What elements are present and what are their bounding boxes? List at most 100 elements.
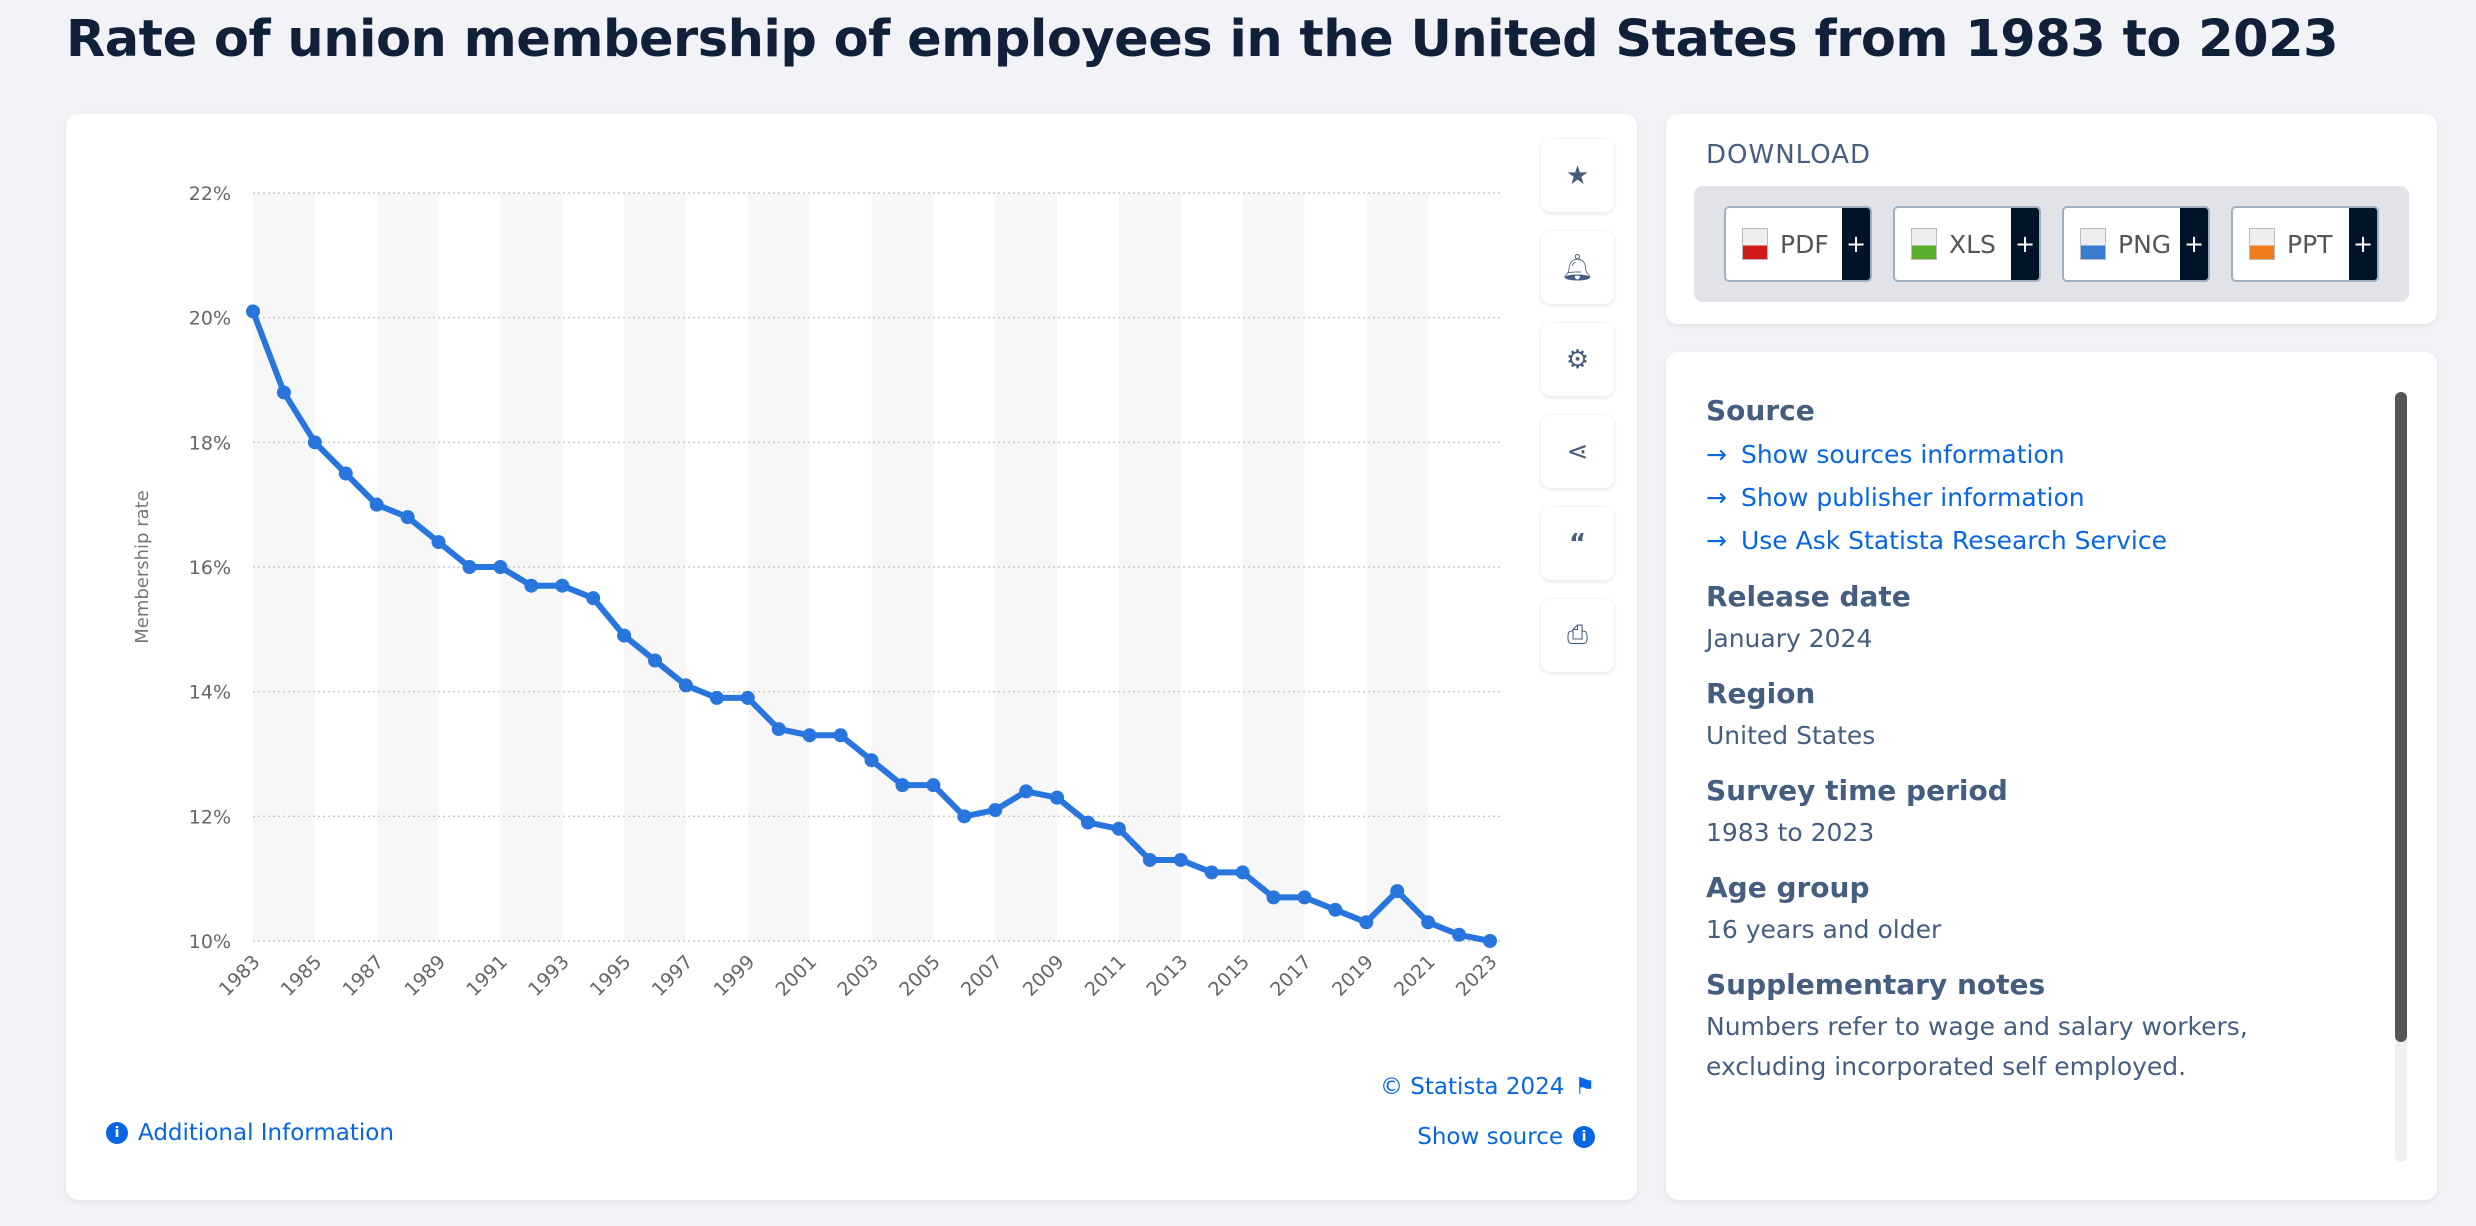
x-tick-label: 1999 (710, 951, 760, 1001)
data-point (617, 628, 632, 643)
arrow-right-icon: → (1706, 483, 1727, 512)
data-point (1266, 890, 1281, 905)
ppt-label: PPT (2287, 229, 2333, 259)
x-tick-label: 1995 (586, 951, 636, 1001)
survey-period-value: 1983 to 2023 (1706, 818, 1875, 847)
show-sources-link[interactable]: → Show sources information (1706, 433, 2366, 476)
download-xls-button[interactable]: XLS + (1893, 206, 2041, 282)
x-tick-label: 2023 (1452, 951, 1502, 1001)
data-point (1111, 821, 1126, 836)
y-tick-label: 12% (189, 806, 231, 828)
gear-icon: ⚙ (1565, 344, 1590, 375)
x-tick-label: 2005 (895, 951, 945, 1001)
x-tick-label: 1985 (277, 951, 327, 1001)
data-point (1421, 915, 1436, 930)
link-label: Show publisher information (1740, 483, 2085, 512)
x-tick-label: 1983 (215, 951, 265, 1001)
y-tick-label: 22% (189, 183, 231, 205)
data-point (1297, 890, 1312, 905)
scrollbar-thumb[interactable] (2395, 392, 2407, 1042)
statista-copyright[interactable]: © Statista 2024 ⚑ (1380, 1074, 1595, 1100)
data-point (802, 728, 817, 743)
data-point (1328, 902, 1343, 917)
arrow-right-icon: → (1706, 526, 1727, 555)
data-point (1235, 865, 1250, 880)
flag-icon: ⚑ (1574, 1074, 1595, 1100)
data-point (1050, 790, 1065, 805)
show-source-link[interactable]: Show source i (1417, 1124, 1595, 1150)
plus-icon: + (2349, 208, 2377, 280)
x-tick-label: 1991 (462, 951, 512, 1001)
download-png-button[interactable]: PNG + (2062, 206, 2210, 282)
printer-icon: ⎙ (1567, 620, 1588, 650)
quote-icon: “ (1568, 528, 1587, 559)
data-point (338, 466, 353, 481)
x-tick-label: 2009 (1019, 951, 1069, 1001)
show-publisher-link[interactable]: → Show publisher information (1706, 476, 2366, 519)
release-date-heading: Release date (1706, 580, 1911, 613)
download-bar: PDF + XLS + PNG + PPT + (1694, 186, 2409, 302)
x-tick-label: 2007 (957, 951, 1007, 1001)
data-point (678, 678, 693, 693)
release-date-value: January 2024 (1706, 624, 1873, 653)
notes-value: Numbers refer to wage and salary workers… (1706, 1012, 2248, 1081)
settings-button[interactable]: ⚙ (1541, 323, 1614, 396)
download-title: DOWNLOAD (1706, 140, 1872, 170)
data-point (276, 385, 291, 400)
y-tick-label: 14% (189, 682, 231, 704)
favorite-button[interactable]: ★ (1541, 139, 1614, 212)
additional-information-link[interactable]: i Additional Information (106, 1120, 394, 1146)
download-pdf-button[interactable]: PDF + (1724, 206, 1872, 282)
region-heading: Region (1706, 677, 1816, 710)
data-point (369, 497, 384, 512)
data-point (431, 535, 446, 550)
info-icon: i (1573, 1126, 1595, 1148)
show-source-label: Show source (1417, 1124, 1563, 1150)
data-point (833, 728, 848, 743)
data-point (740, 690, 755, 705)
share-button[interactable]: ⋖ (1541, 415, 1614, 488)
data-point (524, 578, 539, 593)
y-axis-label: Membership rate (132, 490, 153, 644)
pdf-file-icon (1742, 228, 1768, 260)
data-point (1204, 865, 1219, 880)
download-ppt-button[interactable]: PPT + (2231, 206, 2379, 282)
y-tick-label: 16% (189, 557, 231, 579)
data-point (555, 578, 570, 593)
data-point (895, 778, 910, 793)
bell-icon: 🔔︎ (1560, 252, 1594, 283)
data-point (1142, 852, 1157, 867)
x-tick-label: 2017 (1266, 951, 1316, 1001)
line-chart: 10%12%14%16%18%20%22%1983 1985 1987 1989 199… (132, 183, 1502, 1001)
copyright-text: © Statista 2024 (1380, 1074, 1565, 1100)
data-point (462, 560, 477, 574)
x-tick-label: 1993 (524, 951, 574, 1001)
data-point (864, 753, 879, 768)
chart-card: 10% 12% 14% 16% 18% 20% 22% 1983 1985 1987 1989 199… (66, 114, 1637, 1200)
x-tick-label: 2003 (833, 951, 883, 1001)
x-tick-label: 1987 (338, 951, 388, 1001)
cite-button[interactable]: “ (1541, 507, 1614, 580)
plus-icon: + (1842, 208, 1870, 280)
x-tick-label: 1989 (400, 951, 450, 1001)
data-point (1173, 852, 1188, 867)
page-title: Rate of union membership of employees in… (66, 10, 2339, 69)
star-icon: ★ (1565, 160, 1590, 191)
data-point (709, 690, 724, 705)
age-group-heading: Age group (1706, 871, 1870, 904)
x-tick-label: 2013 (1143, 951, 1193, 1001)
print-button[interactable]: ⎙ (1541, 599, 1614, 672)
x-tick-label: 2011 (1081, 951, 1131, 1001)
notification-button[interactable]: 🔔︎ (1541, 231, 1614, 304)
grid-band (1366, 193, 1429, 941)
x-tick-label: 1997 (648, 951, 698, 1001)
plus-icon: + (2180, 208, 2208, 280)
y-tick-label: 18% (189, 432, 231, 454)
data-point (1019, 784, 1034, 799)
age-group-value: 16 years and older (1706, 915, 1942, 944)
link-label: Use Ask Statista Research Service (1740, 526, 2168, 555)
research-service-link[interactable]: → Use Ask Statista Research Service (1706, 519, 2366, 562)
data-point (493, 560, 508, 574)
data-point (1483, 934, 1497, 948)
data-point (648, 653, 663, 668)
